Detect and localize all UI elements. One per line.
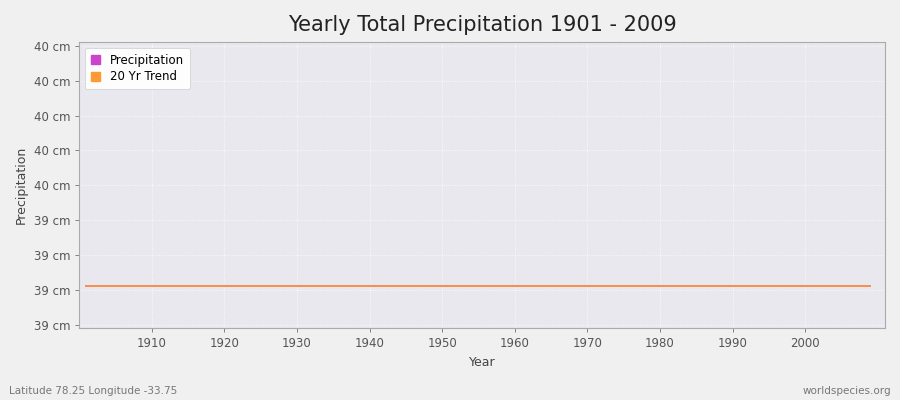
Legend: Precipitation, 20 Yr Trend: Precipitation, 20 Yr Trend bbox=[85, 48, 190, 89]
Precipitation bbox=[81, 284, 92, 288]
Y-axis label: Precipitation: Precipitation bbox=[15, 146, 28, 224]
Text: Latitude 78.25 Longitude -33.75: Latitude 78.25 Longitude -33.75 bbox=[9, 386, 177, 396]
Title: Yearly Total Precipitation 1901 - 2009: Yearly Total Precipitation 1901 - 2009 bbox=[288, 15, 677, 35]
20 Yr Trend bbox=[342, 284, 353, 288]
20 Yr Trend bbox=[597, 284, 608, 288]
X-axis label: Year: Year bbox=[469, 356, 495, 369]
Precipitation bbox=[342, 284, 353, 288]
Precipitation bbox=[299, 284, 310, 288]
20 Yr Trend bbox=[865, 284, 876, 288]
Precipitation bbox=[865, 284, 876, 288]
20 Yr Trend bbox=[299, 284, 310, 288]
Text: worldspecies.org: worldspecies.org bbox=[803, 386, 891, 396]
Precipitation bbox=[509, 284, 520, 288]
20 Yr Trend bbox=[502, 284, 513, 288]
Precipitation bbox=[597, 284, 608, 288]
20 Yr Trend bbox=[139, 284, 149, 288]
20 Yr Trend bbox=[509, 284, 520, 288]
Precipitation bbox=[139, 284, 149, 288]
20 Yr Trend bbox=[81, 284, 92, 288]
Precipitation bbox=[502, 284, 513, 288]
